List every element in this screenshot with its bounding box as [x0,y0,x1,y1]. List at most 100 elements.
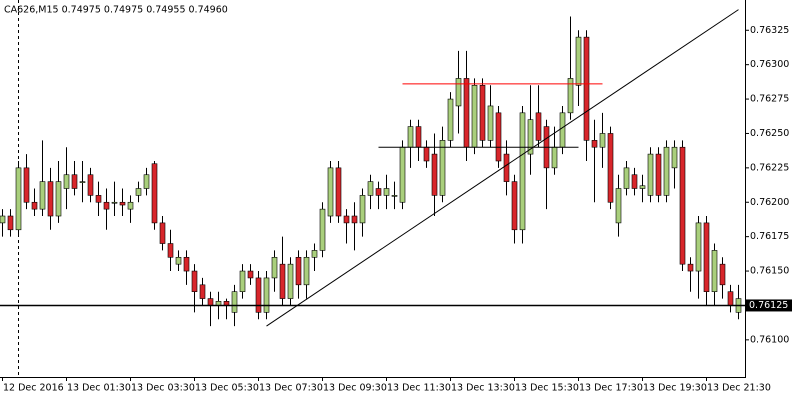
candle-body [575,36,582,86]
candle-body [615,188,622,224]
candle-body [159,222,166,244]
candle-body [695,222,702,272]
candle-body [255,277,262,313]
candle-body [383,188,390,196]
candle-body [503,153,510,182]
candle-body [263,277,270,313]
candle-body [87,174,94,196]
candle-body [463,78,470,148]
candle-body [407,126,414,148]
candle-body [391,195,398,197]
candle-body [95,195,102,203]
chart-title: CA626,M15 0.74975 0.74975 0.74955 0.7496… [4,5,228,16]
candle-body [79,181,86,183]
x-tick-label: 12 Dec 2016 [3,383,64,394]
y-tick-label: 0.76150 [750,266,789,277]
candle-body [15,167,22,231]
candle-body [239,270,246,292]
candle-body [447,98,454,141]
x-tick-label: 13 Dec 15:30 [515,383,579,394]
candle-body [7,215,14,231]
candle-body [591,140,598,148]
y-tick-label: 0.76325 [750,25,789,36]
candle-body [287,263,294,299]
candle-body [327,167,334,217]
candle-body [487,105,494,141]
candle-body [351,215,358,224]
candle-body [631,174,638,189]
candle-body [151,163,158,224]
candle-body [119,201,126,206]
candle-body [439,140,446,196]
candle-body [415,126,422,148]
candle-body [495,112,502,162]
candle-body [527,119,534,155]
x-tick-label: 13 Dec 07:30 [259,383,323,394]
candle-body [567,78,574,114]
candle-body [599,133,606,148]
candle-body [719,263,726,286]
candle-body [23,167,30,203]
candle-body [399,146,406,203]
candle-body [559,112,566,148]
candle-body [319,208,326,251]
y-tick-label: 0.76275 [750,94,789,105]
candle-body [703,222,710,292]
y-tick-label: 0.76200 [750,197,789,208]
candle-body [207,298,214,306]
candle-body [623,167,630,189]
candle-body [55,181,62,217]
candle-body [135,188,142,196]
candle-body [511,181,518,231]
candle-body [111,201,118,204]
candle-body [199,284,206,299]
candle-body [687,263,694,272]
candle-body [63,174,70,189]
x-tick-label: 13 Dec 11:30 [387,383,451,394]
candle-body [639,185,646,189]
candle-body [711,250,718,292]
price-box [746,299,792,312]
x-tick-label: 13 Dec 01:30 [67,383,131,394]
candle-body [479,85,486,141]
candle-body [679,146,686,265]
candle-body [727,291,734,306]
candle-body [335,167,342,217]
candle-body [671,146,678,169]
x-tick-label: 13 Dec 17:30 [579,383,643,394]
candle-body [127,201,134,210]
candle-body [183,256,190,272]
candle-body [647,153,654,196]
y-tick-label: 0.76300 [750,59,789,70]
candle-body [655,153,662,196]
candle-body [359,195,366,224]
candle-body [231,291,238,313]
x-tick-label: 13 Dec 19:30 [643,383,707,394]
candle-body [551,146,558,169]
y-tick-label: 0.76100 [750,334,789,345]
candle-body [607,133,614,203]
x-tick-label: 13 Dec 13:30 [451,383,515,394]
candle-body [47,181,54,217]
candle-body [311,250,318,258]
candle-body [175,256,182,265]
candle-body [455,78,462,107]
candle-body [423,146,430,162]
drawn-line [266,9,739,327]
y-tick-label: 0.76175 [750,231,789,242]
candle-body [471,85,478,148]
candle-body [367,181,374,196]
y-tick-label: 0.76250 [750,128,789,139]
candle-body [191,270,198,292]
x-tick-label: 13 Dec 09:30 [323,383,387,394]
candle-body [271,256,278,279]
candle-body [247,270,254,279]
candle-body [343,215,350,224]
y-tick-label: 0.76225 [750,162,789,173]
candle-body [375,188,382,196]
candle-body [431,153,438,196]
x-tick-label: 13 Dec 05:30 [195,383,259,394]
candle-body [167,243,174,258]
x-tick-label: 13 Dec 03:30 [131,383,195,394]
